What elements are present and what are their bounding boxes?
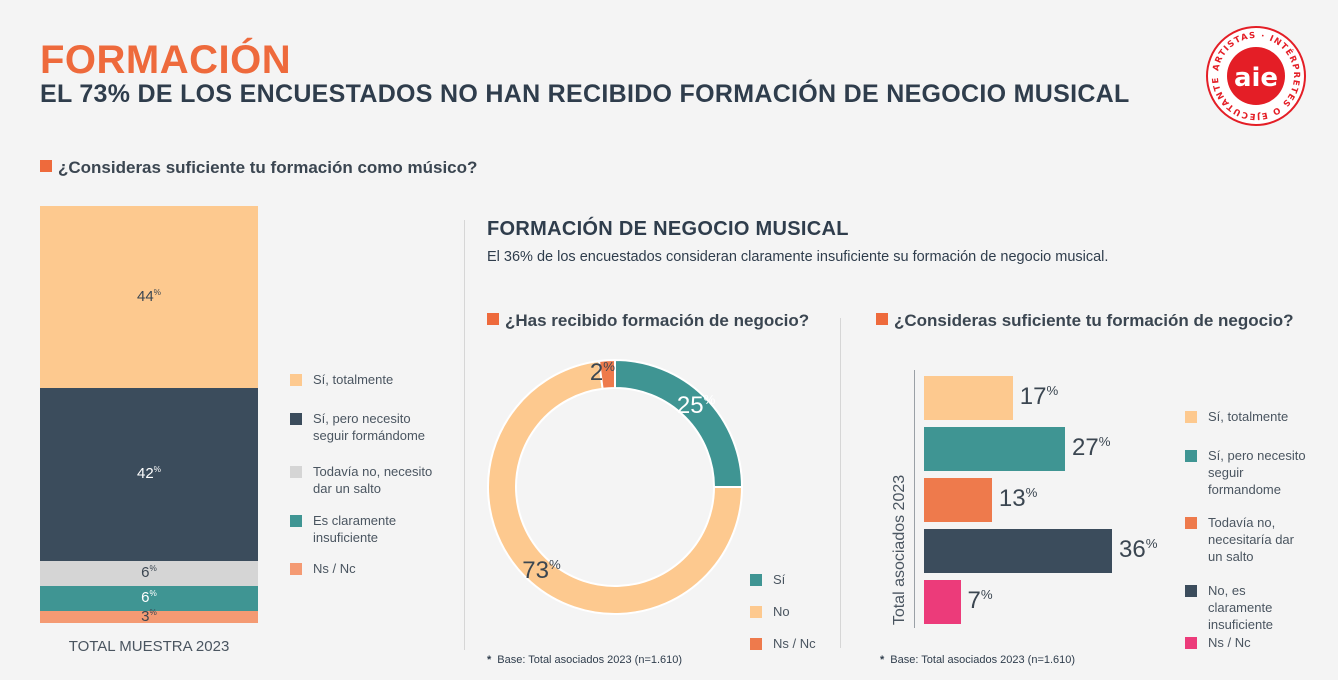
donut-value-label: 2% xyxy=(589,359,615,387)
donut-question: ¿Has recibido formación de negocio? xyxy=(487,311,809,331)
donut-chart xyxy=(487,358,744,615)
stack-value-label: 6% xyxy=(141,564,157,582)
donut-slice xyxy=(614,358,744,488)
left-question: ¿Consideras suficiente tu formación como… xyxy=(40,158,477,178)
legend-item: No xyxy=(750,603,790,620)
bullet-square-icon xyxy=(876,313,888,325)
section-divider xyxy=(464,220,465,650)
legend-label: Sí, totalmente xyxy=(1208,409,1289,424)
legend-item: Sí, pero necesito seguir formandome xyxy=(1185,447,1308,498)
legend-item: Ns / Nc xyxy=(1185,634,1308,651)
legend-item: Ns / Nc xyxy=(290,560,443,577)
page-title: FORMACIÓN xyxy=(40,38,292,82)
legend-item: No, es claramente insuficiente xyxy=(1185,582,1308,633)
legend-label: No, es claramente insuficiente xyxy=(1208,583,1274,632)
legend-item: Sí, totalmente xyxy=(1185,408,1308,425)
legend-swatch xyxy=(1185,450,1197,462)
hbar-value-label: 17% xyxy=(1019,383,1059,411)
legend-label: Sí, totalmente xyxy=(313,372,394,387)
legend-item: Sí, totalmente xyxy=(290,371,443,388)
stack-segment xyxy=(40,585,258,611)
stack-value-label: 3% xyxy=(141,607,157,625)
legend-label: Sí xyxy=(773,572,786,587)
hbar-axis-line xyxy=(914,370,915,628)
legend-swatch xyxy=(1185,637,1197,649)
stacked-bar-chart: 44% 42% 6% 6% 3% xyxy=(40,206,258,625)
legend-swatch xyxy=(290,515,302,527)
asterisk-icon: * xyxy=(487,654,492,666)
hbar-value-label: 36% xyxy=(1119,536,1158,564)
legend-swatch xyxy=(290,374,302,386)
logo-text: aie xyxy=(1234,63,1278,93)
section-divider xyxy=(840,318,841,648)
legend-item: Sí xyxy=(750,571,785,588)
legend-swatch xyxy=(1185,585,1197,597)
legend-item: Todavía no, necesitaría dar un salto xyxy=(1185,514,1308,565)
hbar xyxy=(924,580,961,624)
legend-swatch xyxy=(750,638,762,650)
stack-segment xyxy=(40,387,258,562)
legend-label: Sí, pero necesito seguir formándome xyxy=(313,411,425,443)
hbar-value-label: 7% xyxy=(967,587,993,615)
legend-item: Sí, pero necesito seguir formándome xyxy=(290,410,443,444)
stack-segment xyxy=(40,206,258,388)
donut-slice xyxy=(487,359,744,615)
hbar xyxy=(924,529,1112,573)
legend-swatch xyxy=(750,606,762,618)
hbar-value-label: 27% xyxy=(1072,434,1111,462)
legend-label: Ns / Nc xyxy=(773,636,816,651)
stack-value-label: 6% xyxy=(141,589,157,607)
legend-swatch xyxy=(1185,411,1197,423)
aie-logo: ARTISTAS · INTÉRPRETES O EJECUTANTES · a… xyxy=(1204,24,1306,126)
stack-category-label: TOTAL MUESTRA 2023 xyxy=(68,638,230,655)
legend-swatch xyxy=(750,574,762,586)
stack-value-label: 44% xyxy=(136,287,162,305)
stack-segment xyxy=(40,561,258,586)
hbar-value-label: 13% xyxy=(998,485,1038,513)
legend-swatch xyxy=(290,466,302,478)
legend-label: No xyxy=(773,604,790,619)
legend-label: Todavía no, necesito dar un salto xyxy=(313,464,433,496)
legend-swatch xyxy=(290,413,302,425)
donut-value-label: 25% xyxy=(676,392,716,420)
legend-item: Todavía no, necesito dar un salto xyxy=(290,463,443,497)
donut-slice xyxy=(597,358,616,390)
stack-value-label: 42% xyxy=(136,465,162,483)
hbar xyxy=(924,427,1065,471)
hbar-axis-label: Total asociados 2023 xyxy=(891,474,908,626)
legend-swatch xyxy=(290,563,302,575)
legend-item: Es claramente insuficiente xyxy=(290,512,443,546)
legend-swatch xyxy=(1185,517,1197,529)
bullet-square-icon xyxy=(487,313,499,325)
base-note: * Base: Total asociados 2023 (n=1.610) xyxy=(880,654,1076,666)
stack-segment xyxy=(40,610,258,623)
bullet-square-icon xyxy=(40,160,52,172)
asterisk-icon: * xyxy=(880,654,885,666)
legend-label: Ns / Nc xyxy=(1208,635,1251,650)
base-note: * Base: Total asociados 2023 (n=1.610) xyxy=(487,654,683,666)
legend-item: Ns / Nc xyxy=(750,635,816,652)
legend-label: Sí, pero necesito seguir formandome xyxy=(1208,448,1306,497)
legend-label: Es claramente insuficiente xyxy=(313,513,397,545)
legend-label: Ns / Nc xyxy=(313,561,356,576)
page-subtitle: EL 73% DE LOS ENCUESTADOS NO HAN RECIBID… xyxy=(40,80,1130,108)
donut-value-label: 73% xyxy=(522,556,561,584)
section-description: El 36% de los encuestados consideran cla… xyxy=(487,249,1109,265)
section-title: FORMACIÓN DE NEGOCIO MUSICAL xyxy=(487,218,849,240)
hbar-question: ¿Consideras suficiente tu formación de n… xyxy=(876,311,1294,331)
hbar xyxy=(924,478,992,522)
hbar xyxy=(924,376,1013,420)
legend-label: Todavía no, necesitaría dar un salto xyxy=(1208,515,1294,564)
